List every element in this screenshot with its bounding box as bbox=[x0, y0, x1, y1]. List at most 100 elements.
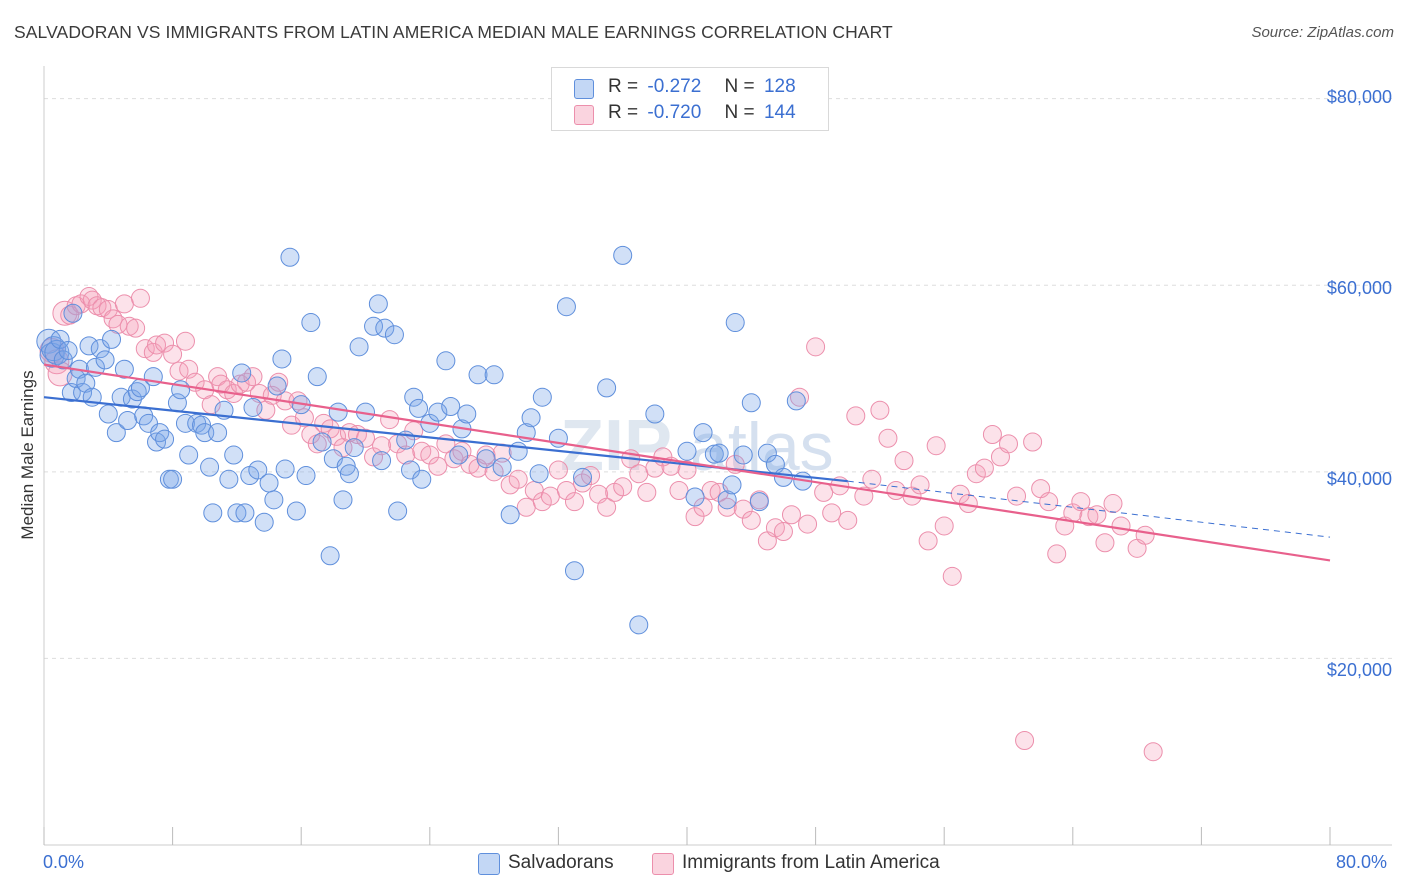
trend-lines bbox=[43, 363, 1331, 562]
immigrant-point bbox=[637, 482, 657, 502]
salvadoran-point bbox=[208, 423, 228, 443]
chart-title: SALVADORAN VS IMMIGRANTS FROM LATIN AMER… bbox=[14, 22, 893, 42]
immigrant-point bbox=[540, 486, 560, 506]
r-value: -0.272 bbox=[647, 76, 702, 97]
immigrant-point bbox=[92, 298, 112, 318]
immigrant-point bbox=[169, 361, 189, 381]
immigrant-point bbox=[926, 436, 946, 456]
immigrant-point bbox=[999, 434, 1018, 454]
salvadoran-point bbox=[286, 501, 306, 521]
salvadoran-point bbox=[401, 460, 421, 480]
salvadoran-point bbox=[521, 408, 541, 428]
immigrant-point bbox=[597, 497, 617, 517]
salvadoran-point bbox=[254, 512, 274, 532]
immigrant-point bbox=[372, 436, 392, 456]
salvadoran-point bbox=[468, 365, 488, 385]
salvadoran-point bbox=[597, 378, 617, 398]
immigrant-point bbox=[175, 331, 195, 351]
salvadoran-point bbox=[333, 490, 353, 510]
immigrant-point bbox=[1007, 486, 1027, 506]
salvadoran-point bbox=[79, 336, 99, 356]
salvadoran-point bbox=[645, 404, 665, 424]
salvadoran-point bbox=[409, 398, 429, 418]
salvadoran-point bbox=[224, 445, 244, 465]
salvadoran-point bbox=[717, 490, 737, 510]
salvadoran-point bbox=[175, 413, 195, 433]
immigrant-point bbox=[693, 497, 713, 517]
immigrant-point bbox=[573, 473, 593, 493]
salvadoran-point bbox=[685, 487, 705, 507]
salvadoran-point bbox=[722, 475, 742, 495]
salvadoran-point bbox=[155, 429, 175, 449]
immigrant-point bbox=[1087, 505, 1107, 525]
salvadoran-point bbox=[219, 469, 239, 489]
immigrant-point bbox=[380, 410, 400, 430]
immigrant-point bbox=[878, 428, 898, 448]
salvadoran-point bbox=[150, 423, 170, 443]
immigrant-point bbox=[155, 333, 175, 353]
immigrant-point bbox=[356, 428, 375, 448]
salvadoran-point bbox=[384, 325, 404, 345]
x-tick-label-min: 0.0% bbox=[43, 852, 85, 872]
legend-swatch-blue bbox=[574, 79, 594, 99]
y-tick-label-80000: $80,000 bbox=[1326, 87, 1392, 107]
salvadoran-point bbox=[98, 404, 118, 424]
immigrant-point bbox=[1111, 516, 1131, 536]
salvadoran-point bbox=[564, 561, 584, 581]
n-label: N = bbox=[724, 76, 755, 97]
y-tick-label-60000: $60,000 bbox=[1326, 278, 1392, 298]
salvadoran-point bbox=[436, 351, 456, 371]
immigrant-point bbox=[52, 300, 78, 326]
immigrant-point bbox=[798, 514, 818, 534]
r-label: R = bbox=[608, 102, 639, 123]
immigrant-point bbox=[163, 344, 183, 364]
salvadoran-point bbox=[301, 313, 321, 333]
salvadoran-point bbox=[449, 445, 469, 465]
immigrant-point bbox=[942, 566, 962, 586]
salvadoran-point bbox=[312, 432, 332, 452]
y-axis-title: Median Male Earnings bbox=[18, 370, 37, 540]
immigrant-point bbox=[717, 497, 737, 517]
salvadoran-point bbox=[556, 297, 576, 317]
immigrant-point bbox=[854, 486, 874, 506]
immigrant-point bbox=[773, 522, 793, 542]
salvadoran-point bbox=[102, 329, 122, 349]
immigrant-point bbox=[669, 480, 689, 500]
salvadoran-point bbox=[375, 318, 395, 338]
salvadoran-point bbox=[227, 503, 247, 523]
salvadoran-point bbox=[328, 402, 348, 422]
immigrant-point bbox=[1039, 492, 1059, 512]
salvadoran-point bbox=[368, 294, 388, 314]
salvadoran-point bbox=[296, 466, 316, 486]
immigrant-point bbox=[60, 305, 80, 325]
salvadoran-point bbox=[476, 449, 496, 469]
salvadoran-point bbox=[232, 363, 252, 383]
salvadoran-point bbox=[63, 303, 83, 323]
salvadoran-point bbox=[500, 505, 520, 525]
salvadoran-point bbox=[492, 457, 512, 477]
salvadoran-point bbox=[629, 615, 649, 635]
salvadoran-point bbox=[320, 546, 340, 566]
immigrant-point bbox=[147, 335, 167, 355]
salvadoran-point bbox=[203, 503, 223, 523]
series-immigrants-points bbox=[39, 286, 1163, 762]
salvadoran-point bbox=[58, 341, 78, 361]
immigrant-point bbox=[130, 288, 150, 308]
n-value: 128 bbox=[763, 76, 796, 97]
immigrant-point bbox=[790, 387, 810, 407]
immigrant-point bbox=[114, 294, 134, 314]
immigrant-point bbox=[1143, 742, 1163, 762]
salvadoran-point bbox=[412, 469, 432, 489]
salvadoran-point bbox=[532, 387, 552, 407]
salvadoran-point bbox=[677, 441, 697, 461]
immigrant-point bbox=[1079, 507, 1099, 527]
salvadoran-point bbox=[53, 350, 73, 370]
immigrant-point bbox=[548, 460, 568, 480]
immigrant-point bbox=[396, 445, 416, 465]
r-value: -0.720 bbox=[647, 102, 702, 123]
trend-line-immigrants bbox=[43, 363, 1331, 562]
immigrant-point bbox=[556, 480, 576, 500]
immigrant-point bbox=[733, 499, 753, 519]
salvadoran-point bbox=[267, 376, 287, 396]
